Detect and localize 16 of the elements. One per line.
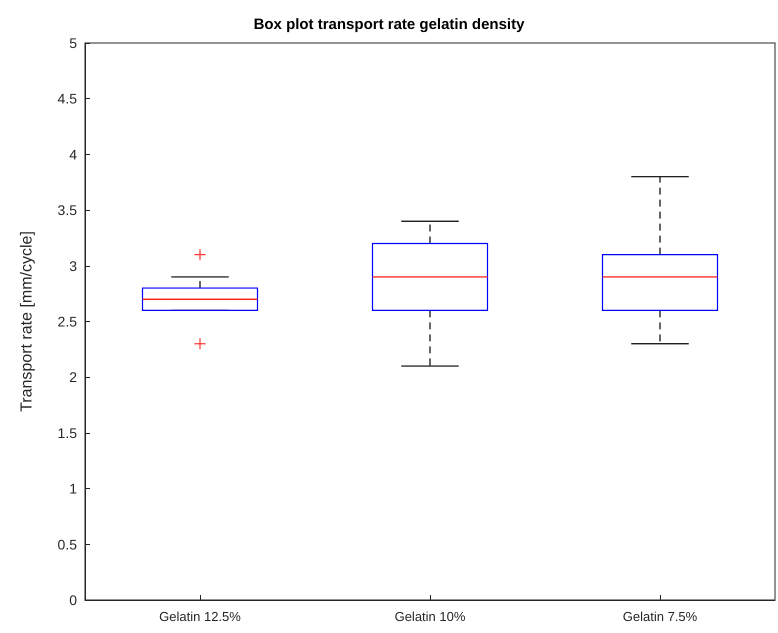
y-tick-label: 0.5	[58, 536, 78, 552]
y-tick-label: 4.5	[58, 90, 78, 107]
y-tick-label: 2.5	[58, 314, 78, 330]
y-tick-label: 1.5	[58, 424, 78, 441]
y-tick-label: 2	[69, 369, 78, 386]
y-axis-title: Transport rate [mm/cycle]	[18, 231, 36, 412]
y-tick-label: 0	[69, 592, 78, 608]
y-tick-label: 3.5	[58, 202, 78, 218]
x-tick-label: Gelatin 7.5%	[622, 609, 698, 624]
y-tick-label: 5	[69, 35, 78, 51]
y-tick-label: 4	[69, 146, 78, 162]
chart-title: Box plot transport rate gelatin density	[254, 16, 526, 33]
x-tick-label: Gelatin 10%	[394, 609, 466, 624]
x-tick-label: Gelatin 12.5%	[159, 609, 242, 624]
y-tick-label: 3	[69, 258, 78, 274]
y-tick-label: 1	[69, 480, 78, 497]
